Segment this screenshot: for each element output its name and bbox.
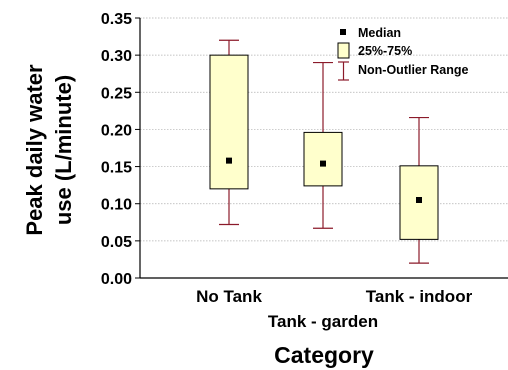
y-tick-label: 0.20 [101, 122, 132, 139]
box-tank-indoor [399, 116, 439, 264]
y-tick-label: 0.00 [101, 271, 132, 288]
legend-whisker-label: Non-Outlier Range [358, 63, 468, 77]
box-tank-garden [303, 61, 343, 229]
legend-median-label: Median [358, 26, 401, 40]
axes [135, 17, 508, 279]
grid-lines [140, 17, 508, 242]
median-marker [320, 160, 326, 167]
x-category-label: Tank - indoor [366, 287, 473, 306]
legend-box-swatch [337, 42, 350, 59]
median-marker [226, 157, 232, 164]
x-category-label: No Tank [196, 287, 262, 306]
y-tick-labels: 0.00 0.05 0.10 0.15 0.20 0.25 0.30 0.35 [101, 11, 132, 288]
x-category-label: Tank - garden [268, 312, 378, 331]
median-marker [416, 197, 422, 203]
legend: Median 25%-75% Non-Outlier Range [337, 26, 468, 81]
y-axis-title-line-2: use (L/minute) [51, 75, 76, 225]
box-no-tank [209, 39, 249, 226]
y-tick-label: 0.15 [101, 160, 132, 177]
x-category-labels: No Tank Tank - garden Tank - indoor [196, 287, 472, 331]
y-tick-label: 0.30 [101, 48, 132, 65]
y-tick-label: 0.35 [101, 11, 132, 28]
box-iqr [303, 131, 343, 187]
y-axis-title-line-1: Peak daily water [22, 64, 47, 236]
legend-median-swatch [340, 29, 346, 35]
x-axis-title: Category [274, 342, 374, 368]
y-tick-label: 0.10 [101, 197, 132, 214]
y-tick-label: 0.05 [101, 234, 132, 251]
legend-box-label: 25%-75% [358, 44, 412, 58]
y-tick-label: 0.25 [101, 85, 132, 102]
boxes [209, 39, 439, 264]
box-iqr [209, 54, 249, 190]
legend-whisker-swatch [338, 61, 349, 81]
